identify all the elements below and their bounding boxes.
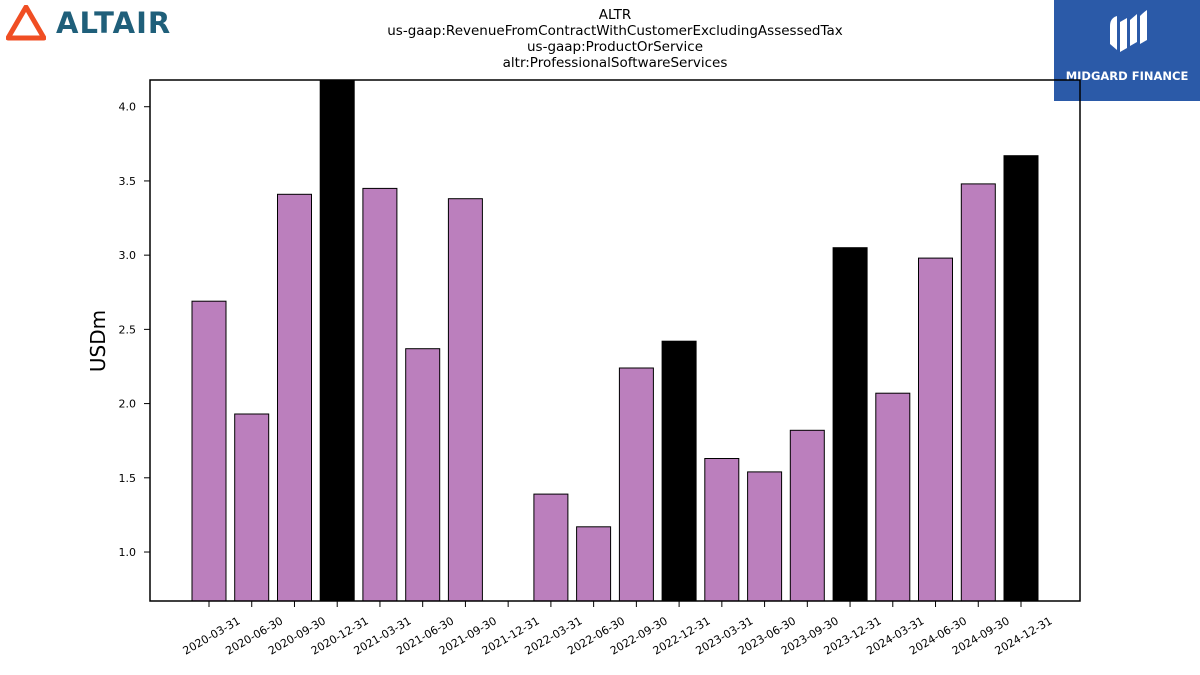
- chart-title-line-1: ALTR: [598, 7, 632, 23]
- bar-2021-03-31: [362, 187, 398, 602]
- bar-2020-03-31: [191, 300, 227, 602]
- altair-logo-icon: [6, 5, 46, 41]
- chart-title-line-3: us-gaap:ProductOrService: [526, 39, 704, 55]
- bar-2020-12-31: [319, 79, 355, 602]
- bar-2024-09-30: [960, 183, 996, 602]
- bar-2023-12-31: [832, 247, 868, 602]
- midgard-badge: MIDGARD FINANCE: [1054, 0, 1200, 101]
- bar-2020-06-30: [234, 413, 270, 602]
- brand-name: ALTAIR: [56, 6, 172, 40]
- midgard-logo-icon: [1110, 10, 1147, 52]
- bar-2022-12-31: [661, 340, 697, 602]
- y-tick-label: 2.5: [119, 323, 137, 336]
- bars-layer: [191, 79, 1039, 602]
- y-tick-label: 2.0: [119, 398, 137, 411]
- bar-2022-06-30: [576, 526, 612, 602]
- bar-2023-09-30: [789, 429, 825, 602]
- chart-title-line-4: altr:ProfessionalSoftwareServices: [502, 55, 728, 71]
- plot-frame: [149, 79, 1081, 602]
- bar-2022-03-31: [533, 493, 569, 602]
- bar-2021-09-30: [447, 198, 483, 602]
- bar-2021-06-30: [405, 348, 441, 602]
- bar-2020-09-30: [277, 193, 312, 602]
- y-axis: 1.0 1.5 2.0 2.5 3.0 3.5 4.0: [119, 101, 150, 559]
- y-tick-label: 3.5: [119, 175, 137, 188]
- y-axis-label: USDm: [86, 310, 110, 372]
- y-tick-label: 3.0: [119, 249, 137, 262]
- y-tick-label: 1.5: [119, 472, 137, 485]
- y-tick-label: 4.0: [119, 101, 137, 114]
- y-tick-label: 1.0: [119, 546, 137, 559]
- bar-2023-03-31: [704, 458, 740, 602]
- altair-logo: ALTAIR: [6, 4, 171, 42]
- x-axis: 2020-03-312020-06-302020-09-302020-12-31…: [181, 601, 1055, 658]
- badge-label: MIDGARD FINANCE: [1065, 69, 1189, 83]
- chart-title-line-2: us-gaap:RevenueFromContractWithCustomerE…: [387, 23, 843, 39]
- bar-2024-12-31: [1003, 155, 1039, 602]
- bar-2024-06-30: [918, 257, 953, 602]
- bar-2022-09-30: [618, 367, 654, 602]
- bar-2023-06-30: [747, 471, 783, 602]
- bar-2024-03-31: [875, 392, 911, 602]
